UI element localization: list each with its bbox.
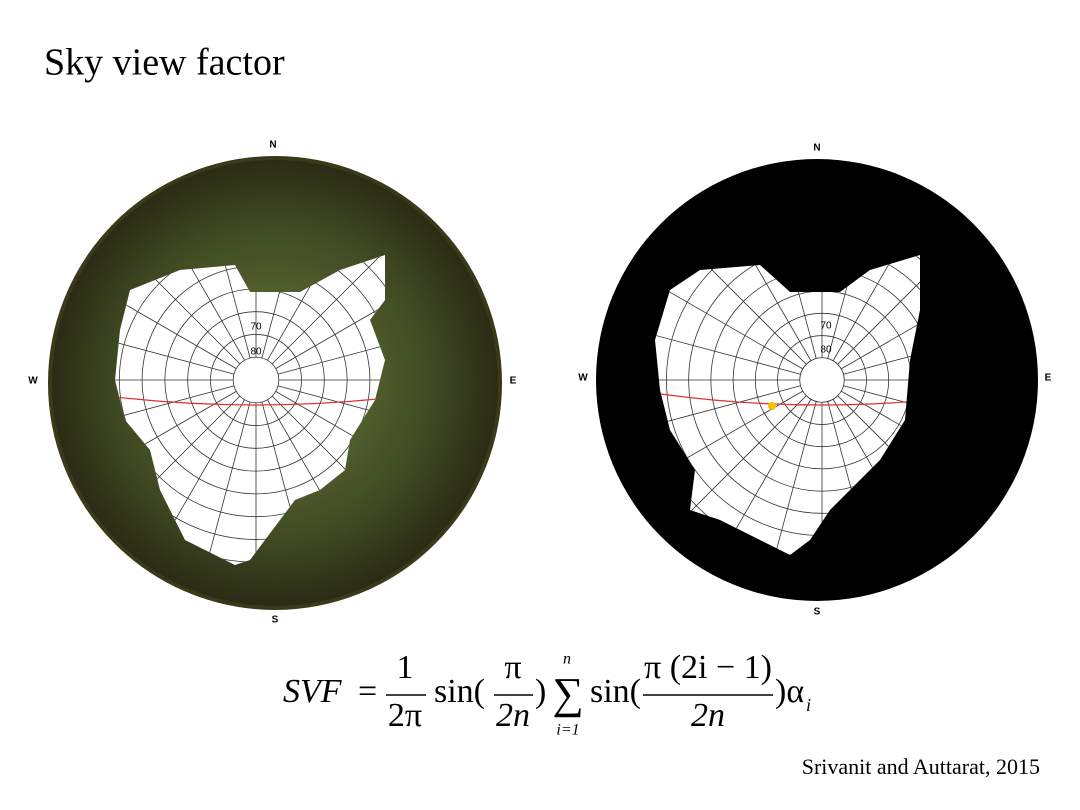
compass-label: E xyxy=(510,376,517,387)
formula-text: π xyxy=(504,649,521,686)
grid-line xyxy=(115,391,237,483)
altitude-label: 80 xyxy=(820,345,832,356)
formula-text: ) xyxy=(535,673,546,710)
grid-line xyxy=(277,326,385,375)
compass-label: S xyxy=(272,615,279,626)
compass-label: S xyxy=(814,607,821,618)
formula-text: i=1 xyxy=(556,722,579,739)
grid-line xyxy=(832,255,920,361)
formula-text: 2π xyxy=(388,697,422,734)
grid-line xyxy=(837,255,920,365)
compass-label: N xyxy=(269,140,276,151)
citation: Srivanit and Auttarat, 2015 xyxy=(802,754,1040,779)
grid-line xyxy=(153,255,245,361)
grid-line xyxy=(655,327,801,375)
grid-line xyxy=(202,401,251,565)
formula-text: i xyxy=(806,695,811,715)
grid-line xyxy=(721,255,812,361)
grid-line xyxy=(115,326,235,375)
formula-text: 1 xyxy=(397,649,414,686)
formula-text: )α xyxy=(775,673,804,710)
slide-title: Sky view factor xyxy=(44,42,285,84)
altitude-label: 80 xyxy=(250,347,262,358)
grid-line xyxy=(680,395,807,522)
grid-line xyxy=(843,327,920,375)
grid-line xyxy=(843,385,920,433)
sun-marker xyxy=(768,402,776,410)
altitude-label: 70 xyxy=(250,322,262,333)
formula-text: = xyxy=(358,673,377,710)
grid-line xyxy=(721,399,812,554)
formula-text: n xyxy=(563,651,571,668)
grid-line xyxy=(769,401,817,555)
compass-label: N xyxy=(813,143,820,154)
formula-text: π (2i − 1) xyxy=(644,649,772,686)
formula-text: 2n xyxy=(691,697,725,734)
grid-line xyxy=(655,279,803,370)
svf-formula: SVF = 1 2π sin( π 2n ) ∑ n i=1 sin( π (2… xyxy=(283,649,811,739)
grid-line xyxy=(202,255,251,359)
grid-line xyxy=(115,277,237,369)
grid-line xyxy=(115,385,235,434)
formula-text: ∑ xyxy=(552,669,583,718)
formula-text: sin( xyxy=(434,673,485,710)
formula-text: sin( xyxy=(590,673,641,710)
formula-text: SVF xyxy=(283,673,343,710)
formula-text: 2n xyxy=(496,697,530,734)
compass-label: E xyxy=(1045,373,1052,384)
compass-label: W xyxy=(578,373,588,384)
compass-label: W xyxy=(28,376,38,387)
altitude-label: 70 xyxy=(820,321,832,332)
grid-line xyxy=(277,385,385,434)
grid-line xyxy=(115,387,385,406)
grid-line xyxy=(275,277,385,369)
sky-region xyxy=(115,255,385,565)
grid-line xyxy=(655,387,920,406)
